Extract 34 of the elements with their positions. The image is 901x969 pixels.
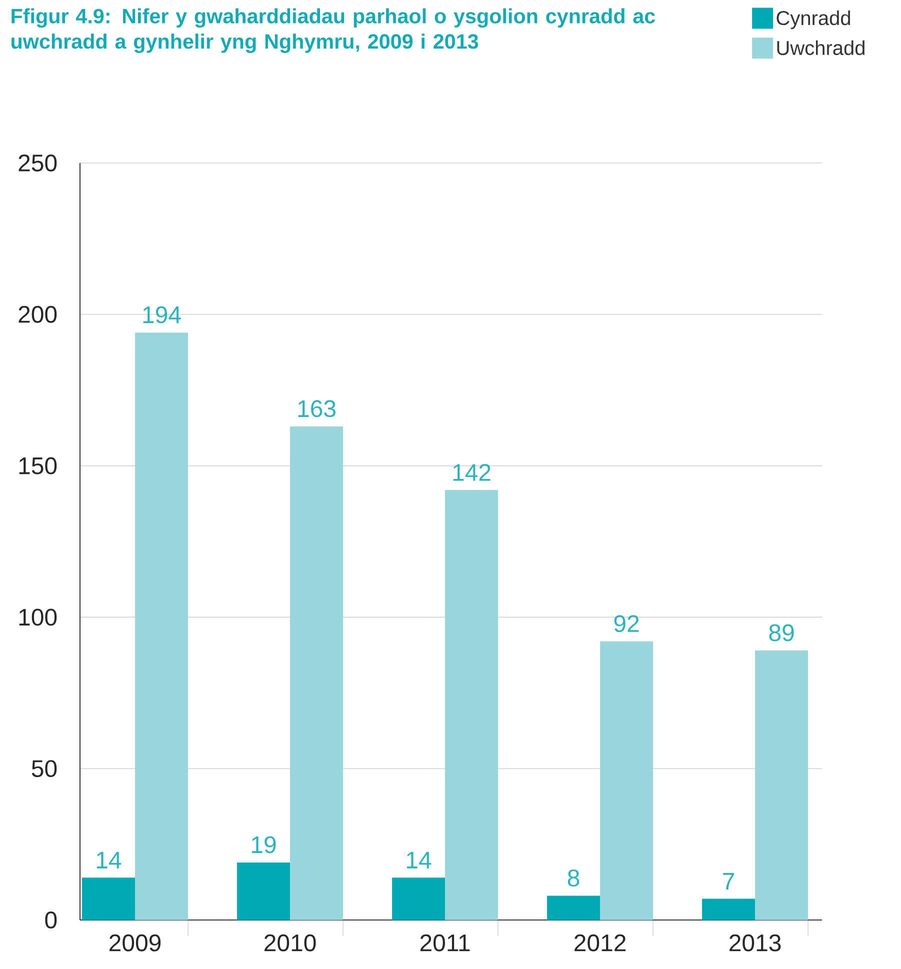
bar <box>82 878 136 920</box>
y-tick-label: 100 <box>19 608 57 626</box>
bar <box>702 898 756 920</box>
legend-label: Cynradd <box>776 10 850 30</box>
legend-label: Uwchradd <box>777 40 864 56</box>
y-tick-label: 0 <box>45 911 57 928</box>
x-tick-label: 2012 <box>574 934 626 952</box>
data-label: 194 <box>143 306 181 324</box>
y-tick-label: 50 <box>32 760 57 778</box>
data-label: 92 <box>614 615 639 632</box>
y-tick-label: 250 <box>18 154 57 172</box>
data-label: 142 <box>453 464 490 481</box>
data-label: 14 <box>96 852 122 868</box>
bar <box>392 878 446 920</box>
data-label: 19 <box>252 836 276 854</box>
bar <box>445 490 498 920</box>
bar <box>547 896 600 920</box>
x-tick-label: 2009 <box>110 934 161 952</box>
y-tick-label: 150 <box>19 457 57 474</box>
y-tick-label: 200 <box>18 306 57 323</box>
data-label: 89 <box>769 624 794 642</box>
x-tick-label: 2013 <box>730 934 781 952</box>
bar <box>237 862 290 920</box>
chart-title: Ffigur 4.9: Nifer y gwaharddiadau parhaol o ysgolion cynradd ac uwchradd a gynhelir yng Nghymru, 2009 i 2013 <box>12 8 656 53</box>
data-label: 14 <box>407 852 432 868</box>
data-label: 7 <box>723 873 734 890</box>
data-label: 8 <box>568 870 580 887</box>
bar <box>600 641 654 920</box>
bar <box>755 650 808 920</box>
x-tick-label: 2010 <box>264 934 316 952</box>
bar <box>290 426 344 920</box>
x-tick-label: 2011 <box>420 934 470 952</box>
bar <box>135 332 188 920</box>
data-label: 163 <box>298 400 336 418</box>
